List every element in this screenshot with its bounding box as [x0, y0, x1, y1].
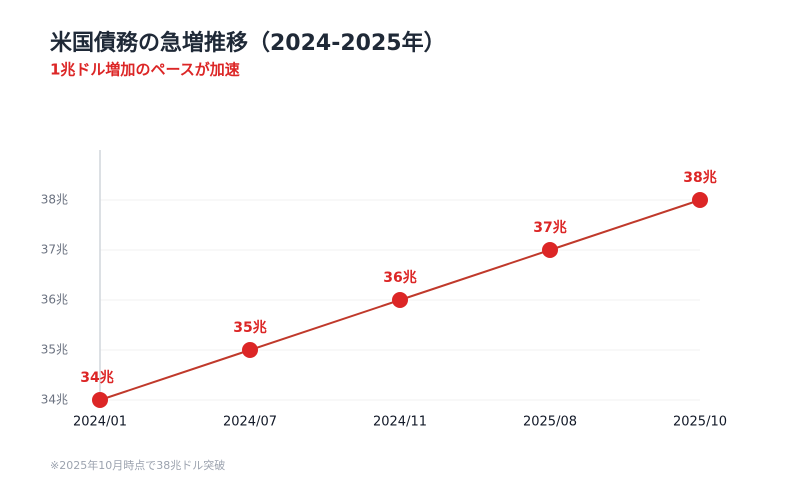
- value-label: 36兆: [383, 270, 416, 286]
- value-label: 34兆: [80, 370, 113, 386]
- value-label: 37兆: [533, 220, 566, 236]
- x-tick-label: 2024/11: [373, 415, 427, 430]
- point: [542, 242, 558, 258]
- point: [92, 392, 108, 408]
- footnote: ※2025年10月時点で38兆ドル突破: [50, 458, 225, 472]
- y-tick-label: 35兆: [41, 343, 68, 357]
- chart-title: 米国債務の急増推移（2024-2025年）: [50, 30, 446, 56]
- point: [392, 292, 408, 308]
- x-tick-label: 2024/07: [223, 415, 277, 430]
- x-tick-label: 2025/08: [523, 415, 577, 430]
- point: [242, 342, 258, 358]
- x-tick-label: 2024/01: [73, 415, 127, 430]
- chart-subtitle: 1兆ドル増加のペースが加速: [50, 61, 240, 79]
- y-tick-label: 34兆: [41, 393, 68, 407]
- y-tick-label: 36兆: [41, 293, 68, 307]
- y-tick-label: 37兆: [41, 243, 68, 257]
- y-tick-label: 38兆: [41, 193, 68, 207]
- point: [692, 192, 708, 208]
- value-label: 35兆: [233, 320, 266, 336]
- value-label: 38兆: [683, 170, 716, 186]
- x-tick-label: 2025/10: [673, 415, 727, 430]
